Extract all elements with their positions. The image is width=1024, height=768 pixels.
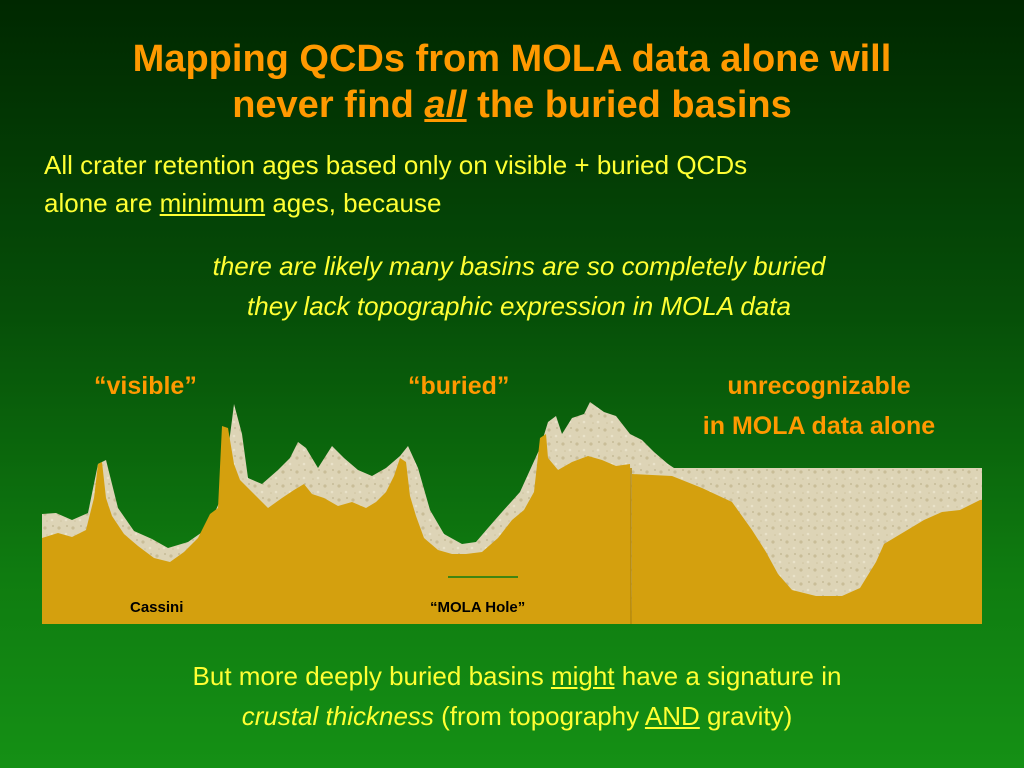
- slide-title: Mapping QCDs from MOLA data alone will n…: [0, 36, 1024, 128]
- subsurface-fill-left: [42, 426, 632, 624]
- title-line-2-prefix: never find: [232, 84, 425, 126]
- title-line-2-suffix: the buried basins: [466, 84, 792, 126]
- intro-text: All crater retention ages based only on …: [44, 146, 1004, 222]
- label-buried: “buried”: [408, 372, 510, 400]
- footer-line-2-suffix: gravity): [699, 701, 793, 731]
- title-line-1: Mapping QCDs from MOLA data alone will: [132, 38, 892, 80]
- intro-line-1: All crater retention ages based only on …: [44, 150, 748, 180]
- footer-line-1-suffix: have a signature in: [614, 661, 842, 691]
- basin-cross-section-diagram: Cassini “MOLA Hole”: [42, 402, 982, 624]
- reason-line-1: there are likely many basins are so comp…: [212, 251, 826, 281]
- footer-text: But more deeply buried basins might have…: [0, 656, 1024, 736]
- footer-emphasis-and: AND: [644, 701, 700, 731]
- footer-emphasis-crustal-thickness: crustal thickness: [241, 701, 434, 731]
- intro-emphasis-minimum: minimum: [159, 188, 266, 218]
- label-mola-hole: “MOLA Hole”: [430, 599, 525, 616]
- intro-line-2-prefix: alone are: [44, 188, 160, 218]
- reason-line-2: they lack topographic expression in MOLA…: [247, 291, 791, 321]
- label-cassini: Cassini: [130, 599, 183, 616]
- label-unrecognizable-line-1: unrecognizable: [727, 372, 911, 400]
- label-unrecognizable: unrecognizable in MOLA data alone: [652, 366, 986, 446]
- label-unrecognizable-line-2: in MOLA data alone: [702, 412, 936, 440]
- footer-emphasis-might: might: [550, 661, 615, 691]
- intro-line-2-suffix: ages, because: [265, 188, 442, 218]
- label-visible: “visible”: [94, 372, 197, 400]
- title-emphasis-all: all: [424, 84, 467, 126]
- reason-text: there are likely many basins are so comp…: [0, 246, 1024, 326]
- subsurface-fill-right: [632, 474, 982, 624]
- footer-line-1-prefix: But more deeply buried basins: [192, 661, 551, 691]
- footer-line-2-middle: (from topography: [433, 701, 645, 731]
